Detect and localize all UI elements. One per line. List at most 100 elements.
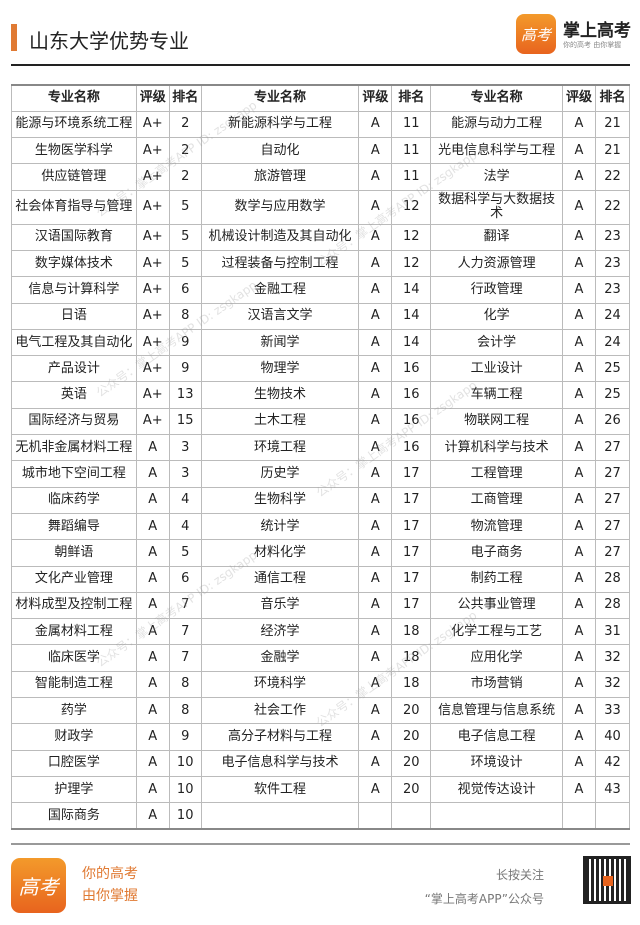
rank: 4: [168, 486, 202, 514]
grade: A: [135, 697, 170, 725]
grade: A: [358, 302, 393, 330]
major-name: 数学与应用数学: [200, 189, 360, 225]
grade: A: [358, 381, 393, 409]
grade: A: [562, 539, 596, 567]
major-name: [430, 802, 564, 830]
rank: 17: [391, 565, 432, 593]
major-name: 日语: [11, 302, 137, 330]
grade: [358, 802, 393, 830]
major-name: 信息与计算科学: [11, 276, 137, 304]
major-name: 汉语言文学: [200, 302, 360, 330]
grade: A: [358, 189, 393, 225]
grade: A: [562, 328, 596, 357]
table-row: 生物医学科学 A+ 2 自动化 A 11 光电信息科学与工程 A 21: [11, 137, 631, 165]
table-row: 国际商务 A 10: [11, 802, 631, 830]
major-name: 电子信息工程: [430, 723, 564, 751]
rank: 16: [391, 355, 432, 383]
grade: A: [135, 670, 170, 699]
table-row: 社会体育指导与管理 A+ 5 数学与应用数学 A 12 数据科学与大数据技术 A 22: [11, 189, 631, 225]
rank: 27: [594, 434, 631, 462]
major-name: 国际商务: [11, 802, 137, 830]
rank: 13: [168, 381, 202, 409]
major-name: 数字媒体技术: [11, 249, 137, 278]
rank: 8: [168, 670, 202, 699]
grade: A: [562, 407, 596, 436]
app-logo-icon: 高考: [11, 858, 66, 913]
major-name: 供应链管理: [11, 163, 137, 191]
grade: A+: [135, 355, 170, 383]
grade: A+: [135, 276, 170, 304]
table-row: 护理学 A 10 软件工程 A 20 视觉传达设计 A 43: [11, 775, 631, 804]
grade: A: [562, 163, 596, 191]
grade: A: [358, 539, 393, 567]
header: 山东大学优势专业 高考 掌上高考 你的高考 由你掌握: [0, 0, 640, 66]
grade: A+: [135, 223, 170, 251]
rank: 7: [168, 644, 202, 672]
major-name: 统计学: [200, 512, 360, 541]
page-title: 山东大学优势专业: [29, 29, 189, 53]
grade: A: [562, 565, 596, 593]
grade: A+: [135, 381, 170, 409]
grade: A: [358, 460, 393, 488]
rank: 20: [391, 749, 432, 777]
rank: 11: [391, 137, 432, 165]
rank: 17: [391, 512, 432, 541]
table-row: 财政学 A 9 高分子材料与工程 A 20 电子信息工程 A 40: [11, 723, 631, 751]
grade: A: [562, 723, 596, 751]
rank: 32: [594, 670, 631, 699]
major-name: 材料化学: [200, 539, 360, 567]
major-name: 会计学: [430, 328, 564, 357]
rank: 10: [168, 775, 202, 804]
major-name: 机械设计制造及其自动化: [200, 223, 360, 251]
grade: A: [135, 644, 170, 672]
rank: 42: [594, 749, 631, 777]
grade: A: [562, 355, 596, 383]
rank: 18: [391, 618, 432, 646]
grade: A: [358, 486, 393, 514]
rank: 20: [391, 697, 432, 725]
rank: 7: [168, 618, 202, 646]
grade: A: [562, 697, 596, 725]
grade: A: [358, 355, 393, 383]
grade: A: [562, 223, 596, 251]
grade: A: [358, 407, 393, 436]
grade: A: [135, 723, 170, 751]
rank: 23: [594, 276, 631, 304]
grade: A: [562, 137, 596, 165]
rank: 11: [391, 110, 432, 139]
grade: A: [358, 644, 393, 672]
table-row: 材料成型及控制工程 A 7 音乐学 A 17 公共事业管理 A 28: [11, 591, 631, 620]
major-name: 药学: [11, 697, 137, 725]
rank: 20: [391, 775, 432, 804]
major-name: 金融学: [200, 644, 360, 672]
major-name: 音乐学: [200, 591, 360, 620]
major-name: 生物技术: [200, 381, 360, 409]
follow-line: “掌上高考APP”公众号: [424, 892, 544, 906]
table-row: 朝鲜语 A 5 材料化学 A 17 电子商务 A 27: [11, 539, 631, 567]
divider: [11, 64, 630, 66]
rank: 15: [168, 407, 202, 436]
grade: A+: [135, 249, 170, 278]
brand-name: 掌上高考: [563, 21, 631, 41]
major-name: 英语: [11, 381, 137, 409]
rank: 18: [391, 670, 432, 699]
rank: 21: [594, 137, 631, 165]
qr-code-icon[interactable]: [583, 856, 631, 904]
grade: A: [358, 723, 393, 751]
grade: A: [562, 486, 596, 514]
rank: 17: [391, 460, 432, 488]
major-name: 护理学: [11, 775, 137, 804]
grade: A: [562, 775, 596, 804]
table-row: 供应链管理 A+ 2 旅游管理 A 11 法学 A 22: [11, 163, 631, 191]
grade: A: [358, 591, 393, 620]
rank: 3: [168, 434, 202, 462]
major-name: 朝鲜语: [11, 539, 137, 567]
major-name: 光电信息科学与工程: [430, 137, 564, 165]
major-name: 历史学: [200, 460, 360, 488]
grade: A: [135, 486, 170, 514]
tagline-line: 由你掌握: [82, 888, 138, 904]
major-name: 工业设计: [430, 355, 564, 383]
rank: 10: [168, 749, 202, 777]
rank: 43: [594, 775, 631, 804]
major-name: 临床医学: [11, 644, 137, 672]
